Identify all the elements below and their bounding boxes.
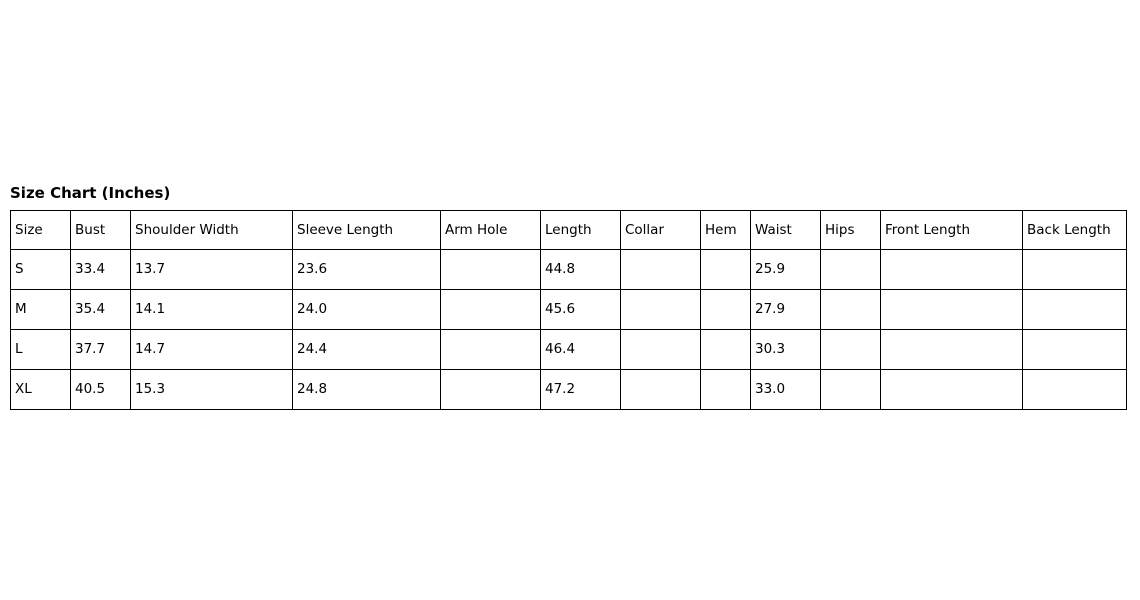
column-header-hips: Hips xyxy=(820,210,881,250)
header-row: Size Bust Shoulder Width Sleeve Length Arm H… xyxy=(10,210,1127,250)
table-cell xyxy=(1022,289,1127,330)
table-cell: L xyxy=(10,329,71,370)
table-cell: 46.4 xyxy=(540,329,621,370)
column-header-waist: Waist xyxy=(750,210,821,250)
table-cell: 15.3 xyxy=(130,369,293,410)
table-cell xyxy=(1022,249,1127,290)
table-cell xyxy=(700,249,751,290)
table-cell xyxy=(440,369,541,410)
table-cell: 33.0 xyxy=(750,369,821,410)
table-cell xyxy=(620,369,701,410)
table-cell xyxy=(820,249,881,290)
table-cell xyxy=(1022,369,1127,410)
table-cell: 40.5 xyxy=(70,369,131,410)
column-header-back-length: Back Length xyxy=(1022,210,1127,250)
table-cell xyxy=(620,249,701,290)
table-cell: 24.0 xyxy=(292,289,441,330)
table-cell xyxy=(440,289,541,330)
table-cell: 35.4 xyxy=(70,289,131,330)
table-cell xyxy=(880,289,1023,330)
table-cell: 14.7 xyxy=(130,329,293,370)
table-cell xyxy=(440,249,541,290)
table-cell: 23.6 xyxy=(292,249,441,290)
table-cell: 33.4 xyxy=(70,249,131,290)
column-header-shoulder-width: Shoulder Width xyxy=(130,210,293,250)
table-cell xyxy=(700,289,751,330)
table-row: S 33.4 13.7 23.6 44.8 25.9 xyxy=(10,249,1127,290)
page-title: Size Chart (Inches) xyxy=(10,184,171,202)
table-cell xyxy=(440,329,541,370)
table-row: M 35.4 14.1 24.0 45.6 27.9 xyxy=(10,289,1127,330)
column-header-front-length: Front Length xyxy=(880,210,1023,250)
table-cell: 25.9 xyxy=(750,249,821,290)
column-header-size: Size xyxy=(10,210,71,250)
column-header-bust: Bust xyxy=(70,210,131,250)
column-header-sleeve-length: Sleeve Length xyxy=(292,210,441,250)
table-cell: XL xyxy=(10,369,71,410)
table-cell xyxy=(820,329,881,370)
table-cell: 45.6 xyxy=(540,289,621,330)
table-cell xyxy=(620,289,701,330)
column-header-length: Length xyxy=(540,210,621,250)
table-cell xyxy=(880,369,1023,410)
size-chart-table: Size Bust Shoulder Width Sleeve Length Arm H… xyxy=(10,210,1127,410)
table-cell: 24.8 xyxy=(292,369,441,410)
table-cell xyxy=(700,369,751,410)
column-header-collar: Collar xyxy=(620,210,701,250)
column-header-arm-hole: Arm Hole xyxy=(440,210,541,250)
table-row: L 37.7 14.7 24.4 46.4 30.3 xyxy=(10,329,1127,370)
table-cell: M xyxy=(10,289,71,330)
table-cell xyxy=(1022,329,1127,370)
table-cell: 13.7 xyxy=(130,249,293,290)
table-cell xyxy=(880,249,1023,290)
table-cell xyxy=(820,369,881,410)
column-header-hem: Hem xyxy=(700,210,751,250)
table-cell: S xyxy=(10,249,71,290)
table-cell xyxy=(820,289,881,330)
table-cell: 47.2 xyxy=(540,369,621,410)
table-cell: 44.8 xyxy=(540,249,621,290)
table-cell: 27.9 xyxy=(750,289,821,330)
table-cell: 37.7 xyxy=(70,329,131,370)
table-cell: 30.3 xyxy=(750,329,821,370)
table-row: XL 40.5 15.3 24.8 47.2 33.0 xyxy=(10,369,1127,410)
table-cell xyxy=(700,329,751,370)
table-cell: 24.4 xyxy=(292,329,441,370)
table-cell xyxy=(880,329,1023,370)
table-cell xyxy=(620,329,701,370)
table-cell: 14.1 xyxy=(130,289,293,330)
